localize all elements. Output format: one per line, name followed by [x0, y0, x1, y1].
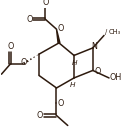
- Text: O: O: [58, 99, 64, 108]
- Text: O: O: [58, 24, 64, 33]
- Text: O: O: [26, 15, 33, 24]
- Text: H: H: [70, 82, 76, 88]
- Text: N: N: [91, 42, 97, 51]
- Text: O: O: [36, 111, 43, 120]
- Text: O: O: [95, 67, 101, 76]
- Polygon shape: [56, 29, 60, 43]
- Text: H: H: [72, 60, 77, 66]
- Text: O: O: [20, 58, 26, 67]
- Text: O: O: [7, 42, 13, 51]
- Text: O: O: [43, 0, 49, 7]
- Text: CH₃: CH₃: [108, 29, 121, 35]
- Text: OH: OH: [110, 73, 122, 82]
- Text: /: /: [105, 29, 107, 35]
